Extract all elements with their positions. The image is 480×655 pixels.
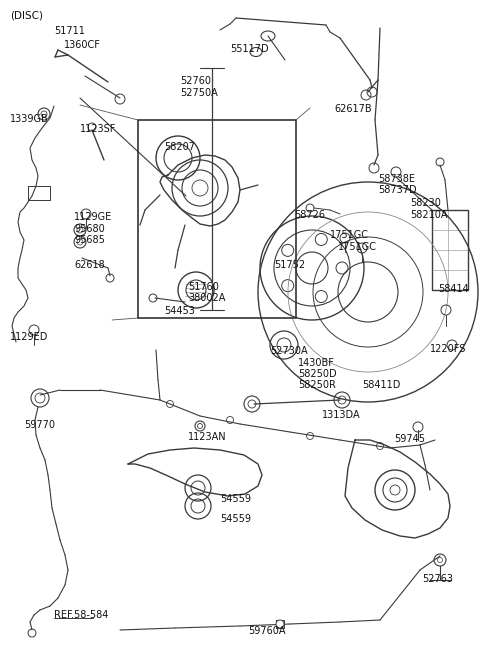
Text: 58411D: 58411D xyxy=(362,380,400,390)
Text: (DISC): (DISC) xyxy=(10,10,43,20)
Text: 1339GB: 1339GB xyxy=(10,114,49,124)
Text: 51711: 51711 xyxy=(54,26,85,36)
Text: 1430BF: 1430BF xyxy=(298,358,335,368)
Text: 58737D: 58737D xyxy=(378,185,417,195)
Text: 1129ED: 1129ED xyxy=(10,332,48,342)
Text: 52750A: 52750A xyxy=(180,88,218,98)
Text: 58250D: 58250D xyxy=(298,369,336,379)
Text: 59760A: 59760A xyxy=(248,626,286,636)
Text: 1123SF: 1123SF xyxy=(80,124,116,134)
Text: 51752: 51752 xyxy=(274,260,305,270)
Text: 55117D: 55117D xyxy=(230,44,269,54)
Text: 1360CF: 1360CF xyxy=(64,40,101,50)
Text: 62618: 62618 xyxy=(74,260,105,270)
Text: 52730A: 52730A xyxy=(270,346,308,356)
Text: REF.58-584: REF.58-584 xyxy=(54,610,108,620)
Text: 51760: 51760 xyxy=(188,282,219,292)
Bar xyxy=(138,120,296,318)
Text: 1220FS: 1220FS xyxy=(430,344,467,354)
Text: 54559: 54559 xyxy=(220,514,251,524)
Text: 58414: 58414 xyxy=(438,284,469,294)
Text: 1313DA: 1313DA xyxy=(322,410,360,420)
Text: 58726: 58726 xyxy=(294,210,325,220)
Text: 1129GE: 1129GE xyxy=(74,212,112,222)
Text: 1751GC: 1751GC xyxy=(330,230,369,240)
Text: 58250R: 58250R xyxy=(298,380,336,390)
Text: 58207: 58207 xyxy=(164,142,195,152)
Text: 95680: 95680 xyxy=(74,224,105,234)
Text: 1751GC: 1751GC xyxy=(338,242,377,252)
Text: 95685: 95685 xyxy=(74,235,105,245)
Text: 58738E: 58738E xyxy=(378,174,415,184)
Text: 52760: 52760 xyxy=(180,76,211,86)
Text: 58230: 58230 xyxy=(410,198,441,208)
Text: 59770: 59770 xyxy=(24,420,55,430)
Text: 58210A: 58210A xyxy=(410,210,447,220)
Text: 38002A: 38002A xyxy=(188,293,226,303)
Circle shape xyxy=(276,620,284,628)
Text: 52763: 52763 xyxy=(422,574,453,584)
Text: 59745: 59745 xyxy=(394,434,425,444)
Text: 62617B: 62617B xyxy=(334,104,372,114)
Text: 54559: 54559 xyxy=(220,494,251,504)
Text: 1123AN: 1123AN xyxy=(188,432,227,442)
Text: 54453: 54453 xyxy=(164,306,195,316)
